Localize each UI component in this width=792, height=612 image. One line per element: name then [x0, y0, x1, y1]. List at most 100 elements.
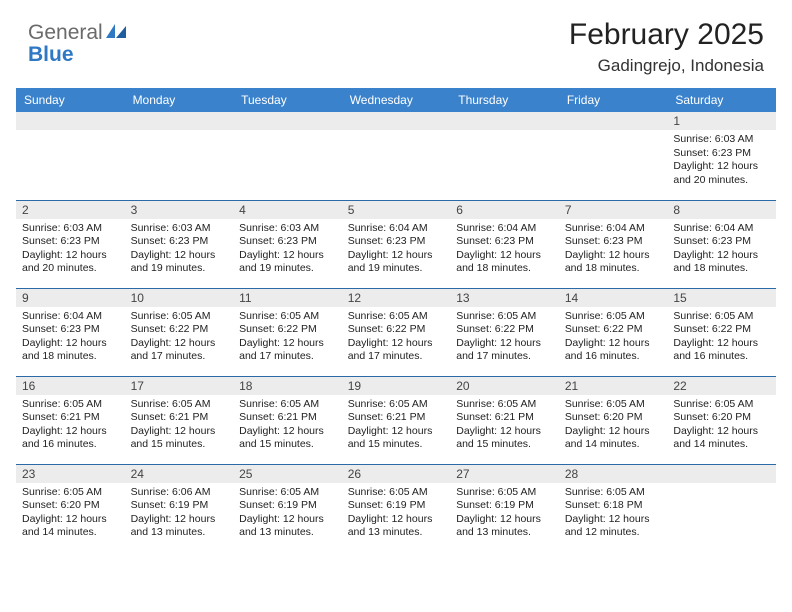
day-data: Sunrise: 6:05 AMSunset: 6:19 PMDaylight:… — [450, 483, 559, 545]
day-number: 5 — [342, 201, 451, 219]
day-number: 24 — [125, 465, 234, 483]
day2-text: and 13 minutes. — [239, 526, 336, 540]
day1-text: Daylight: 12 hours — [131, 337, 228, 351]
sunset-text: Sunset: 6:19 PM — [239, 499, 336, 513]
sunset-text: Sunset: 6:21 PM — [456, 411, 553, 425]
sunrise-text: Sunrise: 6:05 AM — [456, 310, 553, 324]
sunrise-text: Sunrise: 6:03 AM — [673, 133, 770, 147]
sunset-text: Sunset: 6:22 PM — [565, 323, 662, 337]
sunset-text: Sunset: 6:23 PM — [22, 235, 119, 249]
sunrise-text: Sunrise: 6:05 AM — [131, 310, 228, 324]
day-data: Sunrise: 6:05 AMSunset: 6:22 PMDaylight:… — [667, 307, 776, 369]
day1-text: Daylight: 12 hours — [673, 160, 770, 174]
sunrise-text: Sunrise: 6:03 AM — [22, 222, 119, 236]
sunset-text: Sunset: 6:19 PM — [131, 499, 228, 513]
empty-daynum — [16, 112, 125, 130]
day1-text: Daylight: 12 hours — [22, 249, 119, 263]
day1-text: Daylight: 12 hours — [456, 425, 553, 439]
sunrise-text: Sunrise: 6:05 AM — [348, 310, 445, 324]
calendar-cell: 9Sunrise: 6:04 AMSunset: 6:23 PMDaylight… — [16, 288, 125, 376]
day-number: 20 — [450, 377, 559, 395]
empty-daynum — [667, 465, 776, 483]
day-number: 15 — [667, 289, 776, 307]
sunset-text: Sunset: 6:23 PM — [673, 147, 770, 161]
day-number: 16 — [16, 377, 125, 395]
day-data: Sunrise: 6:05 AMSunset: 6:21 PMDaylight:… — [16, 395, 125, 457]
day2-text: and 14 minutes. — [565, 438, 662, 452]
calendar-cell: 16Sunrise: 6:05 AMSunset: 6:21 PMDayligh… — [16, 376, 125, 464]
calendar-cell: 8Sunrise: 6:04 AMSunset: 6:23 PMDaylight… — [667, 200, 776, 288]
day-data: Sunrise: 6:03 AMSunset: 6:23 PMDaylight:… — [125, 219, 234, 281]
day-number: 22 — [667, 377, 776, 395]
sunset-text: Sunset: 6:20 PM — [22, 499, 119, 513]
day1-text: Daylight: 12 hours — [22, 425, 119, 439]
logo-word-blue: Blue — [28, 43, 74, 66]
calendar-cell: 1Sunrise: 6:03 AMSunset: 6:23 PMDaylight… — [667, 112, 776, 200]
page-header: General Blue February 2025 Gadingrejo, I… — [0, 0, 792, 82]
day1-text: Daylight: 12 hours — [673, 425, 770, 439]
day-data: Sunrise: 6:05 AMSunset: 6:22 PMDaylight:… — [450, 307, 559, 369]
calendar-cell — [559, 112, 668, 200]
day-data: Sunrise: 6:05 AMSunset: 6:22 PMDaylight:… — [559, 307, 668, 369]
sunrise-text: Sunrise: 6:04 AM — [22, 310, 119, 324]
sunset-text: Sunset: 6:22 PM — [239, 323, 336, 337]
sunrise-text: Sunrise: 6:05 AM — [456, 398, 553, 412]
day1-text: Daylight: 12 hours — [131, 249, 228, 263]
day-data: Sunrise: 6:04 AMSunset: 6:23 PMDaylight:… — [667, 219, 776, 281]
title-block: February 2025 Gadingrejo, Indonesia — [569, 18, 764, 76]
calendar-cell: 17Sunrise: 6:05 AMSunset: 6:21 PMDayligh… — [125, 376, 234, 464]
empty-daynum — [233, 112, 342, 130]
col-friday: Friday — [559, 88, 668, 112]
calendar-cell: 20 Sunrise: 6:05 AMSunset: 6:21 PMDayligh… — [450, 376, 559, 464]
day-data: Sunrise: 6:05 AMSunset: 6:22 PMDaylight:… — [125, 307, 234, 369]
calendar-cell: 12Sunrise: 6:05 AMSunset: 6:22 PMDayligh… — [342, 288, 451, 376]
sunset-text: Sunset: 6:21 PM — [131, 411, 228, 425]
day-data: Sunrise: 6:04 AMSunset: 6:23 PMDaylight:… — [559, 219, 668, 281]
calendar-cell: 3Sunrise: 6:03 AMSunset: 6:23 PMDaylight… — [125, 200, 234, 288]
sunrise-text: Sunrise: 6:03 AM — [239, 222, 336, 236]
day2-text: and 19 minutes. — [131, 262, 228, 276]
day2-text: and 15 minutes. — [239, 438, 336, 452]
calendar-cell: 5Sunrise: 6:04 AMSunset: 6:23 PMDaylight… — [342, 200, 451, 288]
sunrise-text: Sunrise: 6:04 AM — [348, 222, 445, 236]
day-number: 13 — [450, 289, 559, 307]
sunset-text: Sunset: 6:22 PM — [131, 323, 228, 337]
day-number: 11 — [233, 289, 342, 307]
empty-daynum — [559, 112, 668, 130]
day-number: 28 — [559, 465, 668, 483]
sunrise-text: Sunrise: 6:05 AM — [673, 398, 770, 412]
day2-text: and 19 minutes. — [239, 262, 336, 276]
day-data: Sunrise: 6:05 AMSunset: 6:22 PMDaylight:… — [233, 307, 342, 369]
day2-text: and 16 minutes. — [565, 350, 662, 364]
sunrise-text: Sunrise: 6:05 AM — [348, 398, 445, 412]
day2-text: and 20 minutes. — [673, 174, 770, 188]
day2-text: and 19 minutes. — [348, 262, 445, 276]
calendar-cell: 11Sunrise: 6:05 AMSunset: 6:22 PMDayligh… — [233, 288, 342, 376]
col-tuesday: Tuesday — [233, 88, 342, 112]
calendar-cell — [450, 112, 559, 200]
sunrise-text: Sunrise: 6:05 AM — [673, 310, 770, 324]
calendar-week-row: 16Sunrise: 6:05 AMSunset: 6:21 PMDayligh… — [16, 376, 776, 464]
day-number: 21 — [559, 377, 668, 395]
day1-text: Daylight: 12 hours — [456, 513, 553, 527]
day-data: Sunrise: 6:04 AMSunset: 6:23 PMDaylight:… — [342, 219, 451, 281]
col-wednesday: Wednesday — [342, 88, 451, 112]
day-data: Sunrise: 6:04 AMSunset: 6:23 PMDaylight:… — [16, 307, 125, 369]
sunset-text: Sunset: 6:22 PM — [673, 323, 770, 337]
sunset-text: Sunset: 6:20 PM — [673, 411, 770, 425]
day2-text: and 13 minutes. — [456, 526, 553, 540]
sunset-text: Sunset: 6:23 PM — [239, 235, 336, 249]
col-thursday: Thursday — [450, 88, 559, 112]
day-number: 23 — [16, 465, 125, 483]
sail-icon — [105, 23, 127, 44]
sunset-text: Sunset: 6:21 PM — [239, 411, 336, 425]
day1-text: Daylight: 12 hours — [239, 513, 336, 527]
sunset-text: Sunset: 6:22 PM — [348, 323, 445, 337]
sunrise-text: Sunrise: 6:05 AM — [565, 486, 662, 500]
day1-text: Daylight: 12 hours — [456, 249, 553, 263]
logo: General Blue — [28, 22, 127, 66]
day-number: 3 — [125, 201, 234, 219]
day2-text: and 18 minutes. — [673, 262, 770, 276]
sunset-text: Sunset: 6:22 PM — [456, 323, 553, 337]
col-sunday: Sunday — [16, 88, 125, 112]
